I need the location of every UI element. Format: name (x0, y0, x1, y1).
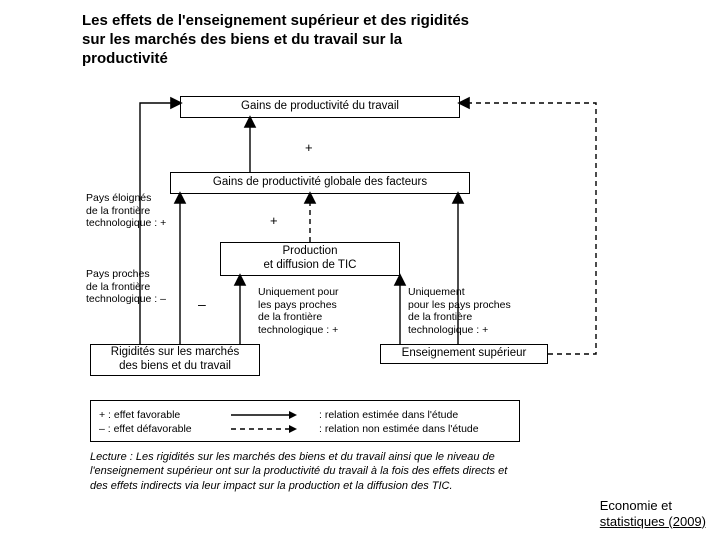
edge-label: + (305, 140, 313, 155)
node-gains-facteurs: Gains de productivité globale des facteu… (170, 172, 470, 194)
side-label: Uniquement pourles pays prochesde la fro… (258, 286, 339, 336)
node-production-tic: Productionet diffusion de TIC (220, 242, 400, 276)
citation: Economie et statistiques (2009) (600, 498, 706, 531)
node-gains-travail: Gains de productivité du travail (180, 96, 460, 118)
lecture-text: Lecture : Les rigidités sur les marchés … (90, 450, 520, 493)
side-label: Pays prochesde la frontièretechnologique… (86, 268, 166, 306)
diagram-canvas: Les effets de l'enseignement supérieur e… (0, 0, 720, 540)
legend-row: – : effet défavorable : relation non esti… (99, 423, 511, 435)
legend-arrow (229, 409, 309, 421)
legend-row: + : effet favorable : relation estimée da… (99, 409, 511, 421)
citation-line1: Economie et (600, 498, 706, 514)
legend-symbol: + : effet favorable (99, 409, 219, 421)
side-label: Pays éloignésde la frontièretechnologiqu… (86, 192, 166, 230)
legend-arrow (229, 423, 309, 435)
legend-symbol: – : effet défavorable (99, 423, 219, 435)
citation-line2: statistiques (2009) (600, 514, 706, 530)
edge-label: + (270, 213, 278, 228)
node-enseignement: Enseignement supérieur (380, 344, 548, 364)
node-rigidites: Rigidités sur les marchésdes biens et du… (90, 344, 260, 376)
legend-box: + : effet favorable : relation estimée da… (90, 400, 520, 442)
mark: – (198, 296, 206, 312)
legend-desc: : relation non estimée dans l'étude (319, 423, 511, 435)
side-label: Uniquementpour les pays prochesde la fro… (408, 286, 511, 336)
page-title: Les effets de l'enseignement supérieur e… (82, 12, 482, 68)
legend-desc: : relation estimée dans l'étude (319, 409, 511, 421)
